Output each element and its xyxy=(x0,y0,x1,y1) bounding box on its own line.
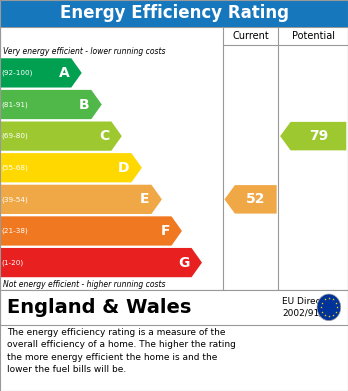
Circle shape xyxy=(317,294,341,321)
Text: Not energy efficient - higher running costs: Not energy efficient - higher running co… xyxy=(3,280,165,289)
Text: (1-20): (1-20) xyxy=(2,259,24,266)
Text: (55-68): (55-68) xyxy=(2,165,29,171)
Text: 52: 52 xyxy=(246,192,266,206)
Text: (69-80): (69-80) xyxy=(2,133,29,139)
Text: (39-54): (39-54) xyxy=(2,196,29,203)
Text: G: G xyxy=(179,256,190,269)
Text: (81-91): (81-91) xyxy=(2,101,29,108)
Text: E: E xyxy=(140,192,150,206)
Text: The energy efficiency rating is a measure of the
overall efficiency of a home. T: The energy efficiency rating is a measur… xyxy=(7,328,236,374)
Text: C: C xyxy=(100,129,110,143)
Text: F: F xyxy=(160,224,170,238)
Bar xyxy=(0,290,348,325)
Text: 79: 79 xyxy=(309,129,328,143)
Polygon shape xyxy=(280,122,346,151)
Text: Current: Current xyxy=(232,31,269,41)
Text: Very energy efficient - lower running costs: Very energy efficient - lower running co… xyxy=(3,47,165,56)
Text: Potential: Potential xyxy=(292,31,335,41)
Bar xyxy=(0,0,348,27)
Polygon shape xyxy=(0,90,102,119)
Polygon shape xyxy=(0,216,182,246)
Text: (92-100): (92-100) xyxy=(2,70,33,76)
Text: (21-38): (21-38) xyxy=(2,228,29,234)
Text: England & Wales: England & Wales xyxy=(7,298,191,317)
Polygon shape xyxy=(0,248,202,277)
Polygon shape xyxy=(0,185,162,214)
Bar xyxy=(0,27,348,290)
Polygon shape xyxy=(224,185,277,213)
Text: Energy Efficiency Rating: Energy Efficiency Rating xyxy=(60,4,288,22)
Text: B: B xyxy=(79,97,89,111)
Polygon shape xyxy=(0,122,122,151)
Polygon shape xyxy=(0,58,82,88)
Text: EU Directive
2002/91/EC: EU Directive 2002/91/EC xyxy=(282,297,338,318)
Text: A: A xyxy=(59,66,70,80)
Text: D: D xyxy=(118,161,130,175)
Polygon shape xyxy=(0,153,142,182)
